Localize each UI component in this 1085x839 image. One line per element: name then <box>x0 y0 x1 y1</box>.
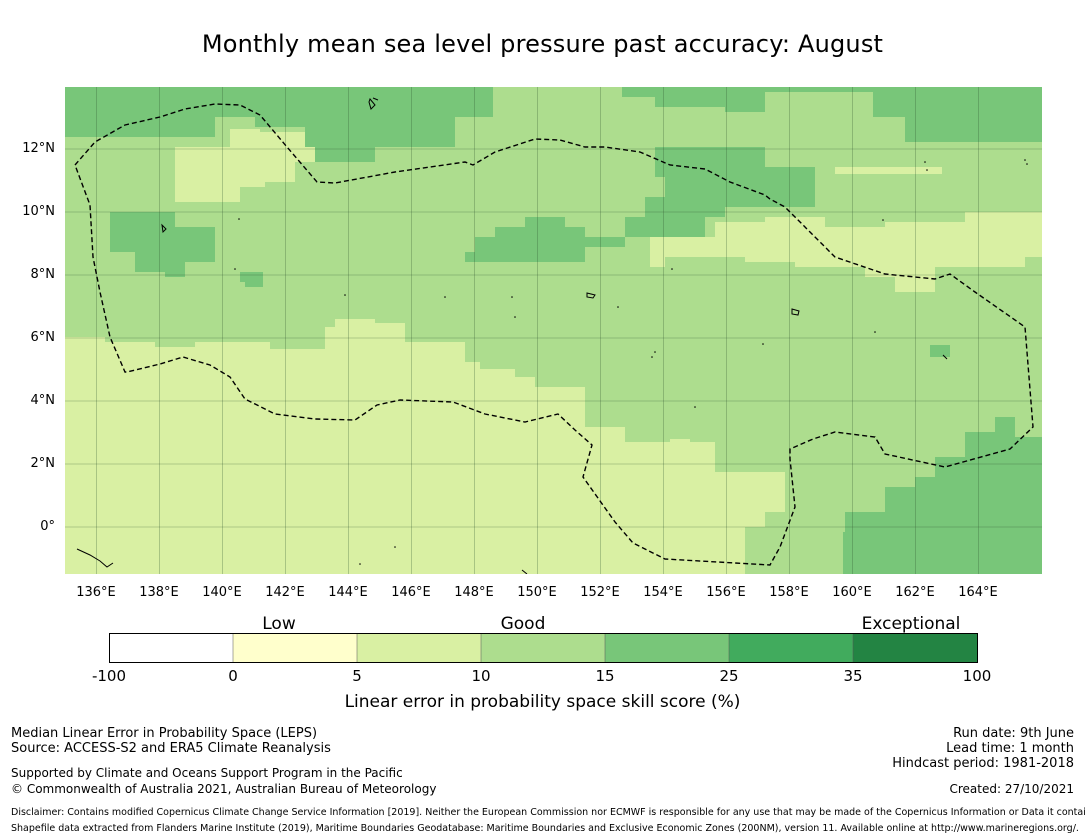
colorbar-tick-0: 0 <box>228 667 238 685</box>
colorbar-tick-15: 15 <box>595 667 615 685</box>
lat-label-0: 0° <box>40 519 55 534</box>
island-central <box>586 292 596 299</box>
colorbar-swatch-35-100 <box>853 633 978 663</box>
colorbar-swatch-25-35 <box>729 633 853 663</box>
footer-method: Median Linear Error in Probability Space… <box>11 726 318 741</box>
lon-label-158e: 158°E <box>769 585 809 600</box>
lon-label-160e: 160°E <box>832 585 872 600</box>
colorbar-category-good: Good <box>500 614 546 634</box>
lon-label-146e: 146°E <box>391 585 431 600</box>
skill-region-low-strip <box>835 167 942 174</box>
tiny-islands <box>234 159 1028 565</box>
colorbar-category-low: Low <box>262 614 296 634</box>
lon-label-164e: 164°E <box>958 585 998 600</box>
footer-source: Source: ACCESS-S2 and ERA5 Climate Reana… <box>11 741 331 756</box>
footer-hindcast-period: Hindcast period: 1981-2018 <box>892 756 1074 771</box>
lon-label-144e: 144°E <box>328 585 368 600</box>
colorbar-swatch-0-5 <box>233 633 357 663</box>
footer-support: Supported by Climate and Oceans Support … <box>11 766 403 780</box>
colorbar-category-exceptional: Exceptional <box>861 614 961 634</box>
colorbar-tick-100: 100 <box>962 667 992 685</box>
skill-region-low-east <box>650 212 1042 292</box>
lat-label-4n: 4°N <box>30 393 56 408</box>
island-south-west <box>76 548 114 568</box>
colorbar-tick-5: 5 <box>352 667 362 685</box>
lon-label-152e: 152°E <box>580 585 620 600</box>
lon-label-136e: 136°E <box>76 585 116 600</box>
skill-region-high-northwest <box>65 87 493 162</box>
map-title: Monthly mean sea level pressure past acc… <box>201 30 884 58</box>
lon-label-148e: 148°E <box>454 585 494 600</box>
footer-created: Created: 27/10/2021 <box>949 782 1074 796</box>
skill-region-low-patch <box>670 439 690 455</box>
island-northwest <box>368 97 379 110</box>
skill-region-high-northeast <box>622 87 1042 142</box>
lat-label-10n: 10°N <box>22 204 55 219</box>
colorbar-dividers <box>232 633 854 663</box>
colorbar-swatch-below-0 <box>109 633 233 663</box>
footer-lead-time: Lead time: 1 month <box>946 741 1074 756</box>
skill-region-high-southeast <box>843 417 1042 574</box>
skill-region-low-south <box>65 319 785 574</box>
island-west <box>161 223 167 234</box>
footer-shapefile: Shapefile data extracted from Flanders M… <box>11 823 1079 834</box>
lon-label-162e: 162°E <box>895 585 935 600</box>
lat-label-8n: 8°N <box>30 267 56 282</box>
lon-label-142e: 142°E <box>265 585 305 600</box>
lon-label-154e: 154°E <box>643 585 683 600</box>
colorbar-swatch-10-15 <box>481 633 605 663</box>
footer-copyright: © Commonwealth of Australia 2021, Austra… <box>11 782 437 796</box>
skill-region-high-west <box>110 212 263 287</box>
lon-label-138e: 138°E <box>139 585 179 600</box>
colorbar-swatch-15-25 <box>605 633 729 663</box>
colorbar-frame <box>109 633 978 663</box>
colorbar-swatch-5-10 <box>357 633 481 663</box>
colorbar-label: Linear error in probability space skill … <box>344 692 741 712</box>
island-south-central <box>521 569 528 574</box>
lon-label-140e: 140°E <box>202 585 242 600</box>
colorbar-tick-minus100: -100 <box>91 667 127 685</box>
colorbar <box>109 633 978 663</box>
skill-map <box>65 87 1042 574</box>
lon-label-150e: 150°E <box>517 585 557 600</box>
lon-label-156e: 156°E <box>706 585 746 600</box>
island-outlines <box>76 97 948 574</box>
skill-region-low-north <box>175 129 315 202</box>
colorbar-tick-35: 35 <box>843 667 863 685</box>
lat-label-6n: 6°N <box>30 330 56 345</box>
lat-label-2n: 2°N <box>30 456 56 471</box>
lat-label-12n: 12°N <box>22 141 55 156</box>
footer-run-date: Run date: 9th June <box>953 726 1074 741</box>
footer-disclaimer: Disclaimer: Contains modified Copernicus… <box>11 807 1085 818</box>
island-far-east <box>942 354 948 360</box>
island-east <box>791 308 800 316</box>
skill-region-high-patch <box>930 345 950 357</box>
colorbar-tick-10: 10 <box>471 667 491 685</box>
graticule <box>65 87 1042 574</box>
skill-region-high-central-north <box>465 147 815 262</box>
eez-boundary <box>74 103 1034 566</box>
colorbar-tick-25: 25 <box>719 667 739 685</box>
